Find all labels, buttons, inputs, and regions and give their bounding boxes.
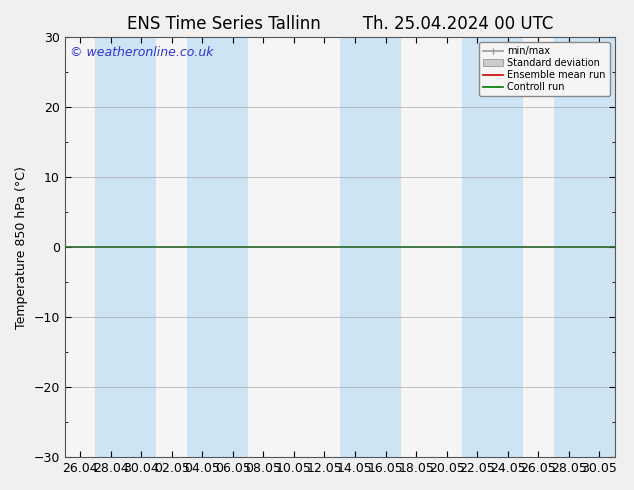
Text: © weatheronline.co.uk: © weatheronline.co.uk [70, 46, 214, 59]
Bar [553, 37, 615, 457]
Bar [340, 37, 401, 457]
Bar [95, 37, 157, 457]
Bar [187, 37, 248, 457]
Bar [462, 37, 523, 457]
Title: ENS Time Series Tallinn        Th. 25.04.2024 00 UTC: ENS Time Series Tallinn Th. 25.04.2024 0… [127, 15, 553, 33]
Legend: min/max, Standard deviation, Ensemble mean run, Controll run: min/max, Standard deviation, Ensemble me… [479, 42, 610, 96]
Y-axis label: Temperature 850 hPa (°C): Temperature 850 hPa (°C) [15, 166, 28, 329]
